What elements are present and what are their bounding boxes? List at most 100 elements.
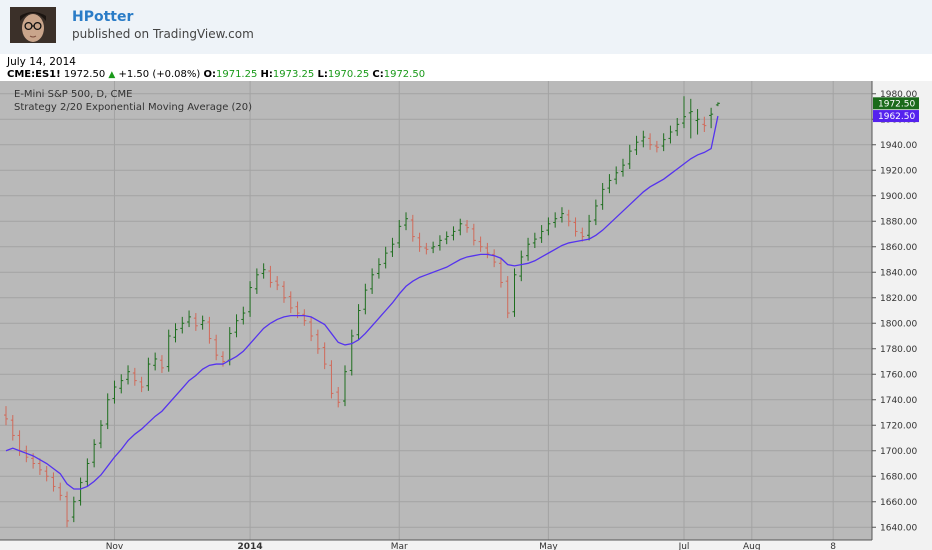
high-label: H: — [260, 69, 273, 80]
price-bar — [661, 133, 666, 152]
price-bar — [139, 376, 144, 393]
price-bar — [261, 263, 266, 279]
price-bar — [370, 268, 375, 294]
y-tick-label: 1680.00 — [880, 472, 917, 482]
price-bar — [153, 352, 158, 371]
price-bar — [478, 236, 483, 252]
price-bar — [702, 116, 707, 132]
price-bar — [505, 276, 510, 319]
last-price: 1972.50 — [63, 69, 106, 80]
y-tick-label: 1780.00 — [880, 345, 917, 355]
price-bar — [112, 380, 117, 404]
price-bar — [553, 212, 558, 228]
price-bar — [648, 133, 653, 150]
y-tick-label: 1640.00 — [880, 523, 917, 533]
price-bar — [105, 393, 110, 430]
price-bar — [159, 355, 164, 373]
y-tick-label: 1720.00 — [880, 421, 917, 431]
price-bar — [492, 249, 497, 268]
price-bar — [390, 237, 395, 257]
y-tick-label: 1920.00 — [880, 166, 917, 176]
price-bar — [275, 276, 280, 291]
price-bar — [10, 415, 15, 441]
price-bar — [356, 304, 361, 340]
price-bar — [281, 281, 286, 303]
price-bar — [580, 227, 585, 242]
svg-text:1962.50: 1962.50 — [878, 112, 915, 122]
y-tick-label: 1820.00 — [880, 294, 917, 304]
price-bar — [92, 439, 97, 468]
price-bar — [431, 241, 436, 254]
price-bar — [200, 315, 205, 330]
y-tick-label: 1700.00 — [880, 447, 917, 457]
y-tick-label: 1860.00 — [880, 243, 917, 253]
price-bar — [173, 323, 178, 343]
price-bar — [614, 166, 619, 185]
price-bar — [302, 309, 307, 326]
price-bar — [573, 217, 578, 237]
price-bar — [404, 212, 409, 231]
price-bar — [512, 268, 517, 317]
price-bar — [343, 365, 347, 407]
ema-line — [5, 115, 719, 490]
price-bar — [71, 496, 76, 523]
price-bar — [668, 125, 673, 144]
y-tick-label: 1840.00 — [880, 268, 917, 278]
y-tick-label: 1740.00 — [880, 396, 917, 406]
x-tick-label: 2014 — [238, 542, 263, 550]
price-chart[interactable]: E-Mini S&P 500, D, CME Strategy 2/20 Exp… — [0, 81, 932, 550]
close-label: C: — [372, 69, 384, 80]
price-bar — [634, 135, 639, 155]
price-bar — [241, 306, 246, 325]
low-label: L: — [317, 69, 328, 80]
price-bar — [519, 250, 524, 282]
price-bar — [187, 310, 192, 328]
price-bar — [288, 291, 293, 314]
price-bar — [4, 406, 8, 426]
price-bar — [641, 130, 646, 148]
price-bar — [417, 232, 422, 252]
price-bar — [383, 246, 388, 269]
price-bar — [526, 237, 531, 261]
price-bar — [600, 183, 605, 210]
open-value: 1971.25 — [215, 69, 258, 80]
price-bar — [444, 231, 449, 245]
x-tick-label: May — [539, 542, 558, 550]
price-bar — [146, 357, 151, 391]
price-bar — [376, 258, 381, 279]
close-value: 1972.50 — [383, 69, 426, 80]
chart-subtitle: Strategy 2/20 Exponential Moving Average… — [14, 102, 252, 113]
up-arrow-icon: ▲ — [108, 70, 116, 80]
price-axis: 1640.00 1660.00 1680.00 1700.00 1720.00 1740.… — [872, 90, 917, 533]
price-bar — [315, 329, 320, 354]
price-bar — [485, 242, 490, 259]
price-bar — [410, 214, 415, 242]
symbol-label: CME:ES1! — [7, 69, 61, 80]
price-bar — [654, 140, 659, 153]
price-bar — [451, 226, 456, 241]
price-bar — [437, 235, 442, 251]
price-bar — [471, 223, 476, 246]
quote-date: July 14, 2014 — [7, 56, 76, 68]
price-tag: 1962.50 — [873, 110, 919, 123]
y-tick-label: 1800.00 — [880, 319, 917, 329]
time-axis-background — [0, 540, 872, 550]
ohlc-readout: CME:ES1! 1972.50 ▲ +1.50 (+0.08%) O:1971… — [7, 69, 425, 80]
price-bar — [78, 477, 83, 506]
price-bar — [336, 387, 341, 408]
grid — [0, 81, 872, 540]
author-avatar[interactable] — [10, 7, 56, 43]
time-axis: Nov 2014 Mar May Jul Aug 8 — [106, 542, 837, 550]
price-bar — [322, 342, 327, 370]
author-name[interactable]: HPotter — [72, 9, 134, 25]
price-bar — [180, 316, 185, 334]
svg-text:1972.50: 1972.50 — [878, 99, 915, 109]
price-bar — [498, 258, 503, 288]
price-bar — [329, 360, 334, 399]
axis-background — [872, 81, 932, 550]
x-tick-label: Nov — [106, 542, 124, 550]
price-bar — [254, 268, 259, 294]
price-bar — [85, 458, 90, 487]
price-bar — [37, 458, 42, 475]
low-value: 1970.25 — [327, 69, 370, 80]
